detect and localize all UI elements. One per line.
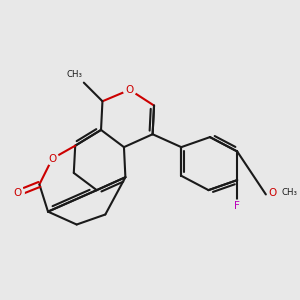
Circle shape — [46, 152, 58, 165]
Text: O: O — [268, 188, 276, 198]
Text: O: O — [126, 85, 134, 95]
Text: CH₃: CH₃ — [282, 188, 298, 197]
Text: F: F — [234, 201, 240, 211]
Circle shape — [231, 200, 243, 212]
Circle shape — [12, 187, 24, 199]
Text: O: O — [14, 188, 22, 198]
Circle shape — [123, 83, 136, 96]
Text: CH₃: CH₃ — [66, 70, 82, 79]
Text: O: O — [48, 154, 56, 164]
